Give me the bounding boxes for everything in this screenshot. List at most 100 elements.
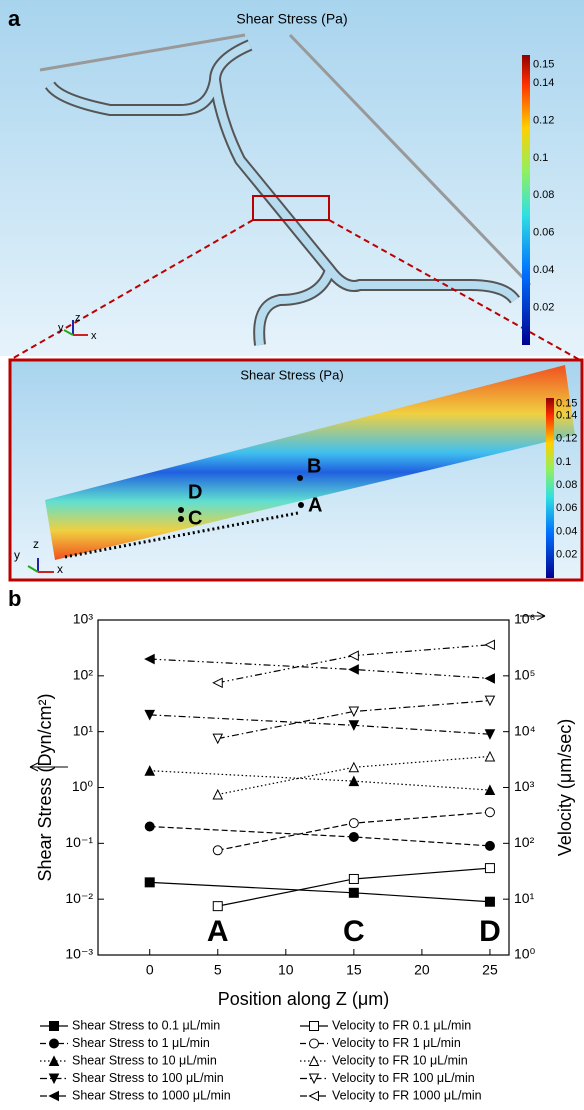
- y-tick-label: 10⁻²: [65, 890, 93, 906]
- marker: [485, 864, 494, 873]
- marker: [485, 897, 494, 906]
- point-label: D: [188, 481, 202, 503]
- colorbar-tick-label: 0.08: [533, 189, 554, 201]
- point: [297, 475, 303, 481]
- legend-label: Shear Stress to 100 μL/min: [72, 1071, 224, 1085]
- marker: [485, 640, 494, 649]
- marker: [213, 678, 222, 687]
- marker: [349, 651, 358, 660]
- x-axis-label: Position along Z (μm): [218, 989, 389, 1009]
- marker: [349, 819, 358, 828]
- colorbar-tick-label: 0.15: [533, 58, 554, 70]
- point-label: B: [307, 455, 321, 477]
- colorbar-tick-label: 0.1: [533, 152, 548, 164]
- colorbar-tick-label: 0.1: [556, 456, 571, 468]
- panel-label: b: [8, 586, 21, 611]
- marker: [349, 888, 358, 897]
- figure: a Shear Stress (Pa) y z x Shear Stress (…: [0, 0, 584, 1110]
- marker: [485, 808, 494, 817]
- legend-label: Velocity to FR 1000 μL/min: [332, 1088, 482, 1102]
- x-tick-label: 10: [278, 962, 294, 978]
- y2-tick-label: 10¹: [514, 890, 535, 906]
- legend-label: Velocity to FR 10 μL/min: [332, 1053, 468, 1067]
- marker: [145, 878, 154, 887]
- render-title: Shear Stress (Pa): [236, 11, 347, 27]
- colorbar-tick-label: 0.15: [556, 398, 577, 410]
- marker: [145, 766, 154, 775]
- colorbar-tick-label: 0.14: [556, 409, 577, 421]
- legend-label: Shear Stress to 1 μL/min: [72, 1036, 210, 1050]
- legend-label: Velocity to FR 0.1 μL/min: [332, 1018, 471, 1032]
- panel-label: a: [8, 6, 21, 31]
- y-tick-label: 10⁰: [72, 778, 94, 794]
- axis-label: x: [57, 562, 63, 576]
- y2-axis-label: Velocity (μm/sec): [555, 719, 575, 856]
- marker: [485, 674, 494, 683]
- point: [178, 516, 184, 522]
- legend-label: Shear Stress to 10 μL/min: [72, 1053, 217, 1067]
- marker: [213, 790, 222, 799]
- y-tick-label: 10¹: [73, 722, 94, 738]
- plot-frame: [98, 620, 509, 955]
- marker: [349, 763, 358, 772]
- series-line: [150, 659, 490, 678]
- marker: [213, 902, 222, 911]
- colorbar-tick-label: 0.12: [533, 114, 554, 126]
- x-tick-label: 20: [414, 962, 430, 978]
- colorbar-tick-label: 0.06: [556, 502, 577, 514]
- colorbar-tick-label: 0.02: [556, 549, 577, 561]
- marker: [213, 734, 222, 743]
- inset-title: Shear Stress (Pa): [240, 367, 343, 382]
- colorbar-tick-label: 0.06: [533, 227, 554, 239]
- y2-tick-label: 10²: [514, 834, 535, 850]
- series-line: [218, 701, 490, 739]
- y-tick-label: 10²: [73, 667, 94, 683]
- series-line: [218, 868, 490, 906]
- y2-tick-label: 10⁰: [514, 946, 536, 962]
- colorbar-tick-label: 0.04: [533, 264, 554, 276]
- legend-marker: [50, 1039, 59, 1048]
- marker: [145, 822, 154, 831]
- legend-label: Velocity to FR 100 μL/min: [332, 1071, 475, 1085]
- x-tick-label: 0: [146, 962, 154, 978]
- point-label: A: [308, 494, 322, 516]
- colorbar-tick-label: 0.02: [533, 301, 554, 313]
- y2-tick-label: 10⁵: [514, 667, 535, 683]
- colorbar-tick-label: 0.12: [556, 433, 577, 445]
- legend-marker: [310, 1022, 319, 1031]
- x-tick-label: 15: [346, 962, 362, 978]
- y2-tick-label: 10⁴: [514, 722, 536, 738]
- axis-label: x: [91, 330, 97, 342]
- legend-marker: [310, 1039, 319, 1048]
- marker: [349, 832, 358, 841]
- marker: [485, 841, 494, 850]
- marker: [213, 846, 222, 855]
- inset-colorbar: [546, 398, 554, 578]
- y-tick-label: 10⁻¹: [65, 834, 93, 850]
- annotation: D: [479, 915, 501, 948]
- panel-a: a Shear Stress (Pa) y z x Shear Stress (…: [0, 0, 584, 580]
- point: [178, 507, 184, 513]
- axis-label: z: [75, 312, 81, 324]
- colorbar-tick-label: 0.14: [533, 77, 554, 89]
- y-axis-label: Shear Stress (Dyn/cm²): [35, 693, 55, 881]
- legend-label: Velocity to FR 1 μL/min: [332, 1036, 461, 1050]
- legend-marker: [310, 1092, 319, 1101]
- y-tick-label: 10⁻³: [65, 946, 93, 962]
- annotation: C: [343, 915, 365, 948]
- legend-label: Shear Stress to 0.1 μL/min: [72, 1018, 220, 1032]
- marker: [349, 874, 358, 883]
- axis-label: y: [58, 322, 64, 334]
- colorbar: [522, 55, 530, 345]
- series-line: [218, 645, 490, 683]
- y-tick-label: 10³: [73, 611, 94, 627]
- marker: [145, 655, 154, 664]
- x-tick-label: 5: [214, 962, 222, 978]
- axis-label: y: [14, 548, 20, 562]
- colorbar-tick-label: 0.08: [556, 479, 577, 491]
- axis-label: z: [33, 537, 39, 551]
- y2-tick-label: 10⁶: [514, 611, 535, 627]
- colorbar-tick-label: 0.04: [556, 525, 577, 537]
- marker: [349, 665, 358, 674]
- point-label: C: [188, 507, 202, 529]
